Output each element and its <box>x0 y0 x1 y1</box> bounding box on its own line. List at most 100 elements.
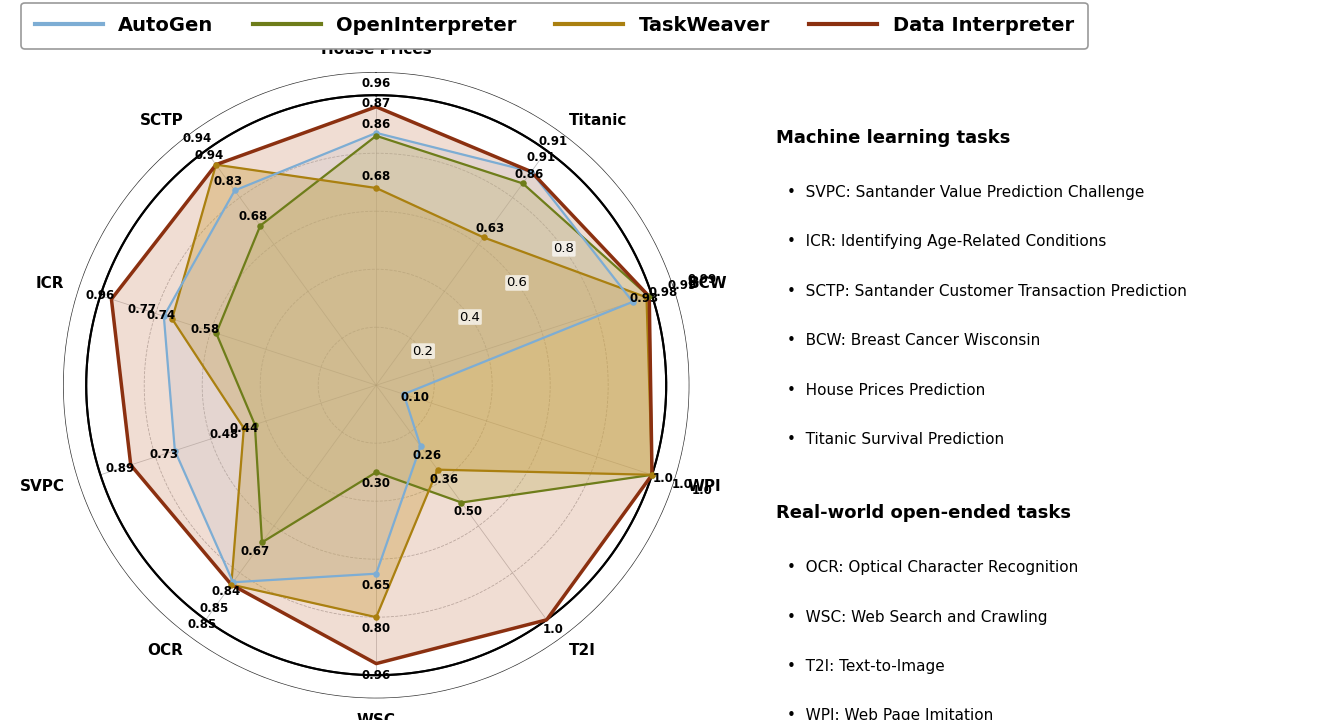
Point <box>153 310 174 322</box>
Point <box>249 220 271 231</box>
Point <box>164 445 185 456</box>
Point <box>622 296 643 307</box>
Text: Machine learning tasks: Machine learning tasks <box>776 129 1011 147</box>
Point <box>366 130 387 142</box>
Point <box>411 441 432 452</box>
Point <box>224 185 246 197</box>
Text: 0.73: 0.73 <box>149 448 178 461</box>
Text: 1.0: 1.0 <box>672 478 693 491</box>
Text: 1.0: 1.0 <box>652 472 673 485</box>
Point <box>366 467 387 478</box>
Polygon shape <box>111 107 652 664</box>
Point <box>393 388 414 400</box>
Point <box>251 536 272 548</box>
Text: 0.96: 0.96 <box>86 289 115 302</box>
Text: BCW: BCW <box>688 276 727 292</box>
Point <box>206 328 227 339</box>
Text: 0.98: 0.98 <box>648 286 677 299</box>
Text: •  ICR: Identifying Age-Related Conditions: • ICR: Identifying Age-Related Condition… <box>787 235 1106 249</box>
Text: 0.6: 0.6 <box>507 276 528 289</box>
Text: •  House Prices Prediction: • House Prices Prediction <box>787 383 986 397</box>
Text: 0.80: 0.80 <box>362 622 391 635</box>
Text: 0.63: 0.63 <box>475 222 506 235</box>
Text: Real-world open-ended tasks: Real-world open-ended tasks <box>776 504 1072 522</box>
Point <box>642 469 663 480</box>
Text: 0.36: 0.36 <box>430 472 459 485</box>
Text: 0.86: 0.86 <box>515 168 544 181</box>
Text: 0.96: 0.96 <box>362 669 391 682</box>
Text: 0.58: 0.58 <box>190 323 220 336</box>
Point <box>366 127 387 139</box>
Text: 0.84: 0.84 <box>211 585 240 598</box>
Text: •  SCTP: Santander Customer Transaction Prediction: • SCTP: Santander Customer Transaction P… <box>787 284 1187 299</box>
Point <box>366 568 387 580</box>
Text: 0.8: 0.8 <box>553 243 574 256</box>
Text: 0.91: 0.91 <box>539 135 568 148</box>
Text: •  WPI: Web Page Imitation: • WPI: Web Page Imitation <box>787 708 994 720</box>
Text: WPI: WPI <box>688 479 722 494</box>
Point <box>366 611 387 623</box>
Text: WSC: WSC <box>356 713 396 720</box>
Text: 0.48: 0.48 <box>210 428 239 441</box>
Text: 0.68: 0.68 <box>239 210 268 222</box>
Text: T2I: T2I <box>569 643 595 658</box>
Text: •  SVPC: Santander Value Prediction Challenge: • SVPC: Santander Value Prediction Chall… <box>787 185 1144 200</box>
Point <box>223 577 244 588</box>
Text: 0.93: 0.93 <box>630 292 659 305</box>
Point <box>639 291 660 302</box>
Text: SCTP: SCTP <box>140 112 183 127</box>
Text: 1.0: 1.0 <box>543 623 564 636</box>
Text: 0.94: 0.94 <box>194 149 224 162</box>
Text: 0.67: 0.67 <box>240 545 269 558</box>
Text: •  OCR: Optical Character Recognition: • OCR: Optical Character Recognition <box>787 560 1078 575</box>
Polygon shape <box>216 136 652 542</box>
Point <box>366 182 387 194</box>
Text: 0.96: 0.96 <box>362 77 391 90</box>
Point <box>244 419 265 431</box>
Point <box>161 313 182 325</box>
Point <box>642 469 663 480</box>
Text: Titanic: Titanic <box>569 112 627 127</box>
Text: 0.94: 0.94 <box>182 132 211 145</box>
Text: 0.77: 0.77 <box>127 302 156 315</box>
Text: •  WSC: Web Search and Crawling: • WSC: Web Search and Crawling <box>787 610 1048 625</box>
Text: •  T2I: Text-to-Image: • T2I: Text-to-Image <box>787 659 945 674</box>
Text: 0.74: 0.74 <box>147 309 176 322</box>
Text: 0.4: 0.4 <box>459 310 480 323</box>
Text: 0.99: 0.99 <box>686 273 717 286</box>
Text: 0.91: 0.91 <box>527 151 556 164</box>
Text: 0.2: 0.2 <box>413 345 434 358</box>
Point <box>521 166 543 177</box>
Text: 0.86: 0.86 <box>362 117 391 131</box>
Text: 0.10: 0.10 <box>400 391 429 404</box>
Point <box>451 497 473 508</box>
Text: 0.50: 0.50 <box>454 505 483 518</box>
Text: OCR: OCR <box>148 643 183 658</box>
Text: •  Titanic Survival Prediction: • Titanic Survival Prediction <box>787 432 1005 447</box>
Point <box>473 232 494 243</box>
Point <box>512 178 533 189</box>
Legend: AutoGen, OpenInterpreter, TaskWeaver, Data Interpreter: AutoGen, OpenInterpreter, TaskWeaver, Da… <box>21 3 1088 49</box>
Text: 0.89: 0.89 <box>106 462 135 475</box>
Text: 0.83: 0.83 <box>214 174 243 188</box>
Text: ICR: ICR <box>36 276 65 292</box>
Text: 0.85: 0.85 <box>199 602 228 615</box>
Text: 0.85: 0.85 <box>187 618 216 631</box>
Text: 0.26: 0.26 <box>413 449 442 462</box>
Point <box>206 159 227 171</box>
Text: 0.65: 0.65 <box>362 579 391 592</box>
Polygon shape <box>164 133 632 582</box>
Text: 1.0: 1.0 <box>692 485 711 498</box>
Text: SVPC: SVPC <box>20 479 65 494</box>
Text: 0.87: 0.87 <box>362 97 391 110</box>
Text: House Prices: House Prices <box>321 42 432 58</box>
Text: 0.30: 0.30 <box>362 477 391 490</box>
Point <box>234 423 255 434</box>
Text: 0.44: 0.44 <box>230 422 259 435</box>
Polygon shape <box>172 165 652 617</box>
Point <box>220 579 242 590</box>
Text: •  BCW: Breast Cancer Wisconsin: • BCW: Breast Cancer Wisconsin <box>787 333 1040 348</box>
Point <box>426 464 447 475</box>
Text: 0.99: 0.99 <box>668 279 697 292</box>
Text: 0.68: 0.68 <box>362 170 391 183</box>
